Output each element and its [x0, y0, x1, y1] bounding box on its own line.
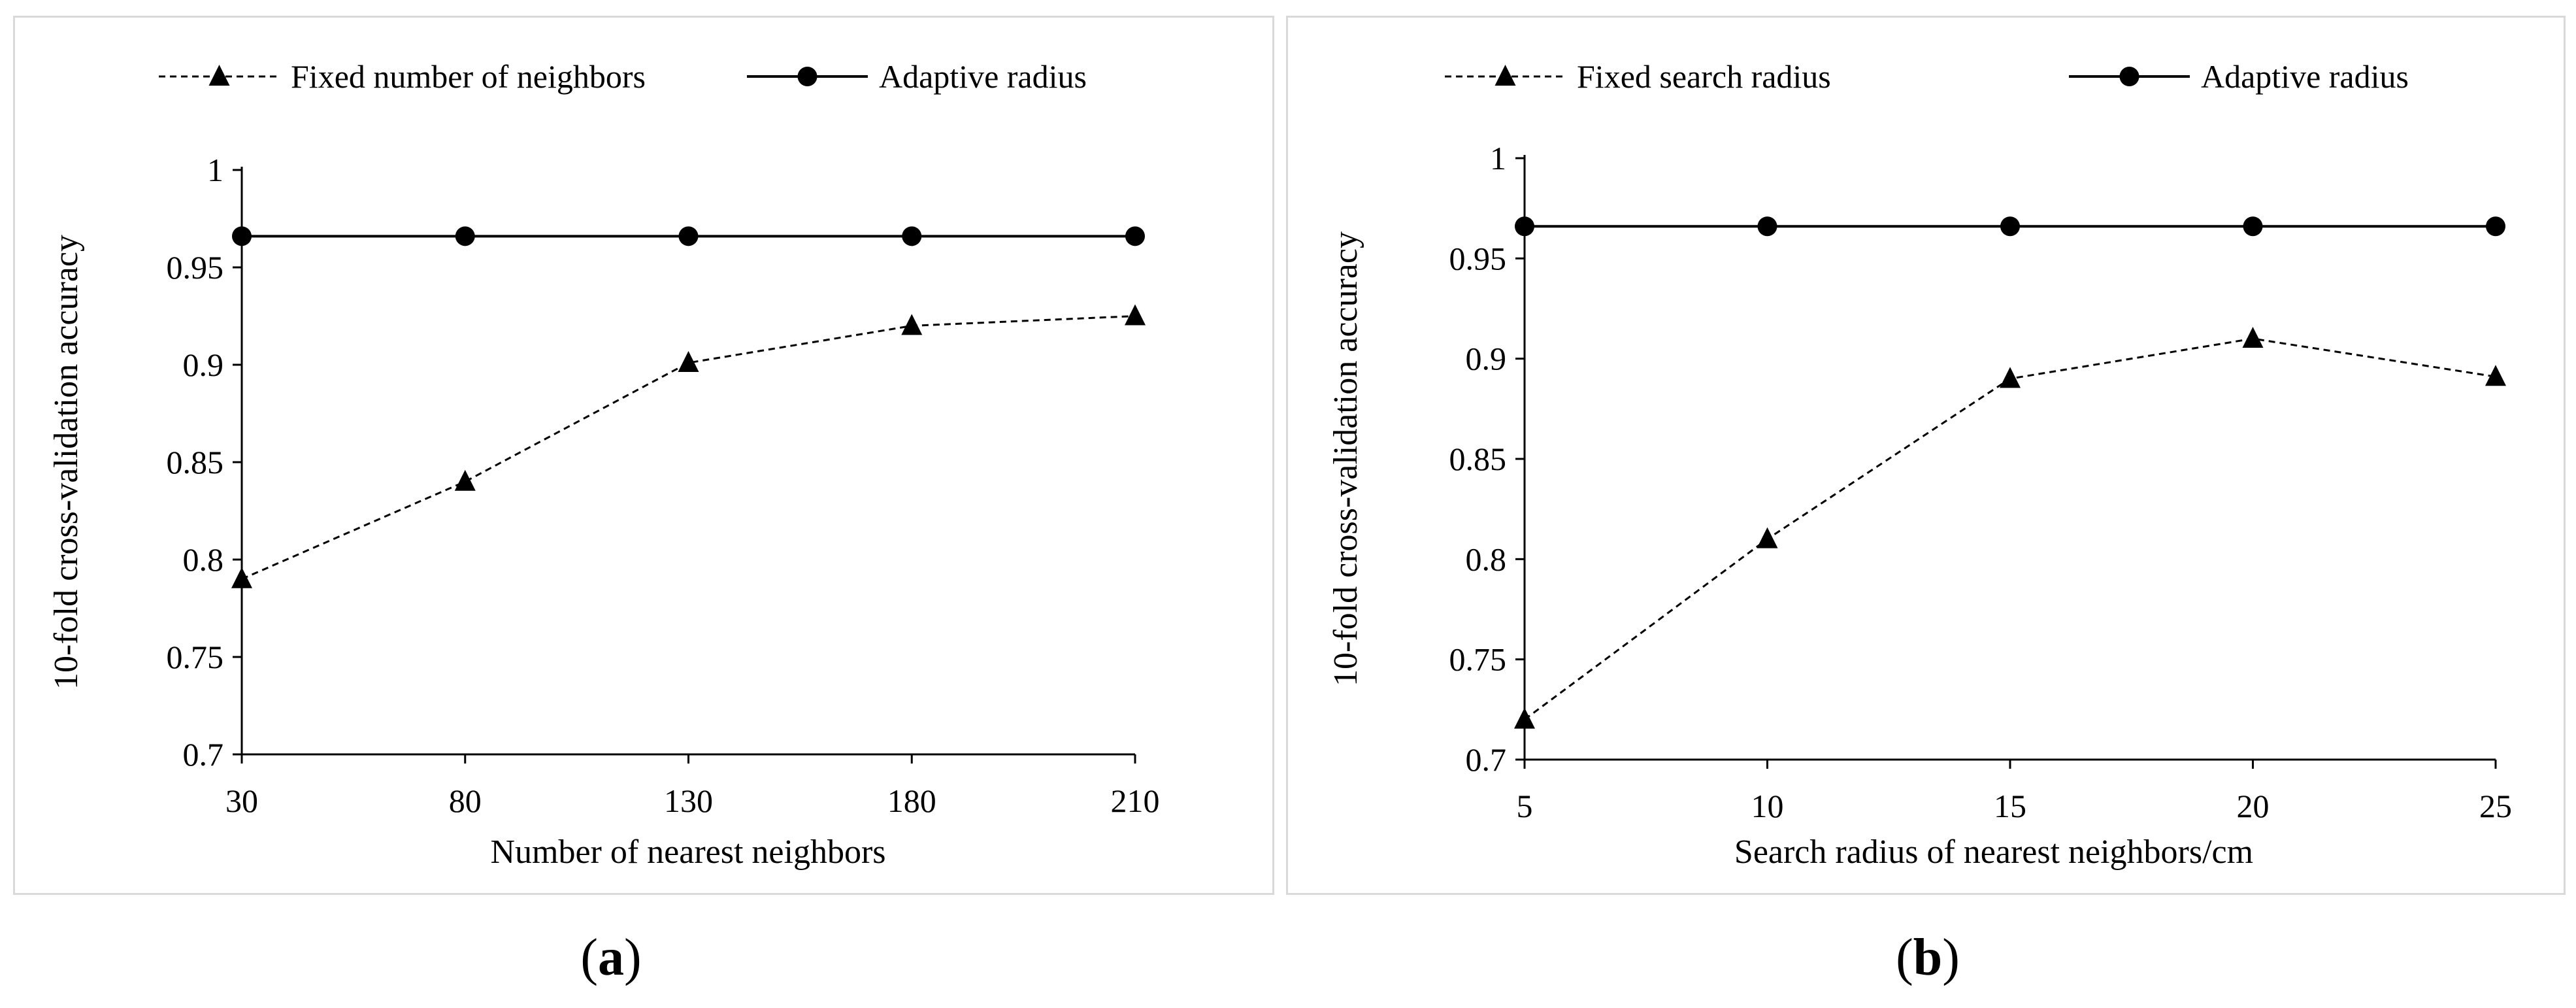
data-point-circle — [1125, 226, 1145, 246]
data-point-triangle — [901, 314, 923, 335]
y-tick-label: 0.7 — [1466, 741, 1507, 778]
legend-label: Adaptive radius — [2201, 58, 2409, 95]
x-tick-label: 30 — [225, 782, 258, 819]
data-point-triangle — [1757, 527, 1778, 548]
data-point-triangle — [1514, 707, 1535, 729]
caption-b-letter: b — [1913, 929, 1943, 986]
series-fixed — [1514, 327, 2506, 729]
legend-marker-circle — [797, 67, 817, 86]
series-adaptive-radius — [1515, 216, 2505, 237]
x-tick-label: 5 — [1517, 788, 1533, 824]
caption-a: (a) — [580, 929, 642, 986]
x-axis-title: Search radius of nearest neighbors/cm — [1734, 833, 2253, 871]
chart-panel-b: 0.7 0.75 0.8 0.85 0.9 0.95 1 5 10 15 20 25 Search ra… — [1286, 16, 2566, 895]
data-point-triangle — [1125, 304, 1146, 326]
x-tick-label: 210 — [1111, 782, 1160, 819]
legend-label: Fixed number of neighbors — [291, 58, 646, 95]
y-tick-label: 0.95 — [167, 249, 224, 286]
legend-label: Fixed search radius — [1577, 58, 1831, 95]
x-tick-label: 10 — [1751, 788, 1784, 824]
y-tick-label: 0.9 — [183, 346, 224, 383]
y-tick-label: 0.8 — [1466, 541, 1507, 577]
legend-marker-triangle — [1494, 65, 1516, 86]
data-point-triangle — [454, 469, 476, 491]
data-point-circle — [2486, 216, 2505, 237]
series-line — [1524, 337, 2496, 720]
y-tick-label: 0.75 — [167, 639, 224, 675]
y-axis-title: 10-fold cross-validation accuracy — [48, 235, 85, 690]
legend-label: Adaptive radius — [879, 58, 1087, 95]
x-tick-label: 130 — [664, 782, 713, 819]
x-axis-title: Number of nearest neighbors — [490, 833, 885, 871]
y-tick-label: 0.9 — [1466, 341, 1507, 377]
legend-marker-circle — [2119, 67, 2139, 86]
caption-b: (b) — [1896, 929, 1960, 986]
data-point-circle — [2243, 216, 2263, 237]
data-point-circle — [902, 226, 922, 246]
caption-a-letter: a — [598, 929, 624, 986]
data-point-triangle — [2000, 367, 2021, 388]
x-tick-label: 80 — [449, 782, 482, 819]
y-tick-label: 0.7 — [183, 736, 224, 773]
y-tick-label: 1 — [207, 152, 223, 188]
data-point-triangle — [231, 567, 252, 588]
chart-panel-a: 0.7 0.75 0.8 0.85 0.9 0.95 1 30 80 130 180 210 Numbe… — [13, 16, 1274, 895]
data-point-circle — [455, 226, 475, 246]
data-point-circle — [678, 226, 699, 246]
x-tick-label: 20 — [2237, 788, 2270, 824]
x-tick-label: 15 — [1994, 788, 2026, 824]
y-tick-label: 0.85 — [167, 444, 224, 480]
data-point-circle — [1515, 216, 1534, 237]
series-fixed — [231, 304, 1146, 588]
y-tick-label: 0.85 — [1449, 441, 1507, 477]
legend-marker-triangle — [208, 65, 230, 86]
data-point-triangle — [2242, 327, 2264, 348]
x-tick-label: 180 — [887, 782, 936, 819]
data-point-triangle — [678, 351, 699, 373]
data-point-circle — [2000, 216, 2020, 237]
y-axis-title: 10-fold cross-validation accuracy — [1327, 231, 1364, 686]
x-tick-label: 25 — [2479, 788, 2512, 824]
y-tick-label: 0.75 — [1449, 641, 1507, 678]
y-tick-label: 0.8 — [183, 541, 224, 578]
y-tick-label: 1 — [1490, 140, 1506, 176]
data-point-triangle — [2485, 365, 2506, 386]
y-tick-label: 0.95 — [1449, 240, 1507, 277]
data-point-circle — [232, 226, 252, 246]
series-adaptive-radius — [232, 226, 1145, 246]
data-point-circle — [1757, 216, 1777, 237]
